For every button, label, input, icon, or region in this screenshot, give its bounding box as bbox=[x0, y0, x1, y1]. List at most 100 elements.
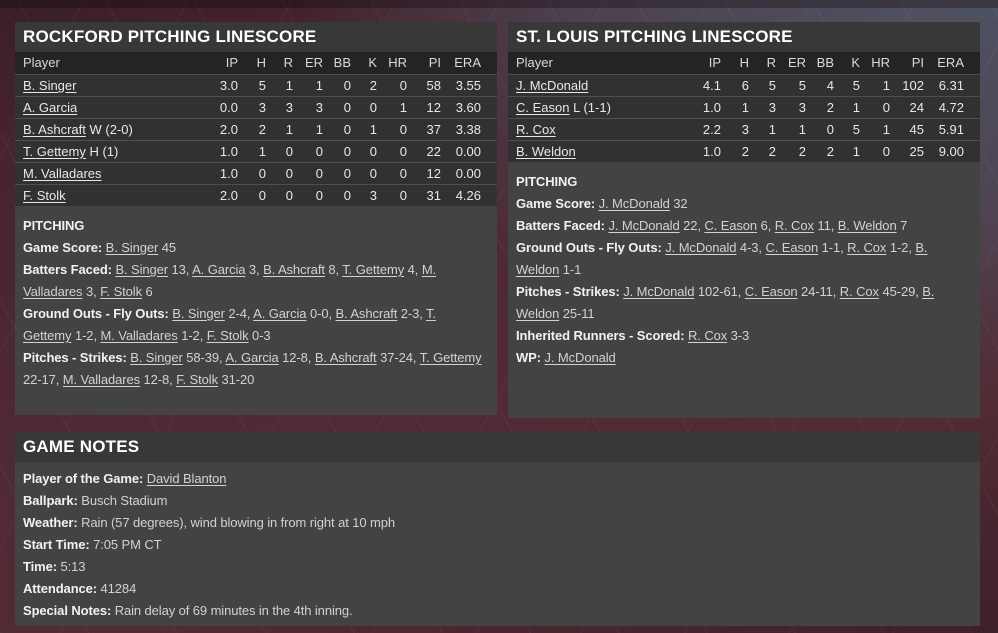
stat-hr: 1 bbox=[399, 100, 407, 115]
player-link[interactable]: T. Gettemy bbox=[23, 306, 436, 343]
player-cell: M. Valladares bbox=[23, 163, 200, 184]
stat-r: 1 bbox=[285, 122, 293, 137]
player-link[interactable]: R. Cox bbox=[516, 122, 556, 137]
player-link[interactable]: C. Eason bbox=[765, 240, 819, 255]
player-link[interactable]: B. Ashcraft bbox=[314, 350, 377, 365]
player-link[interactable]: F. Stolk bbox=[100, 284, 142, 299]
stat-label: Game Score: bbox=[516, 196, 596, 211]
stat-er: 3 bbox=[315, 100, 323, 115]
player-link[interactable]: A. Garcia bbox=[225, 350, 279, 365]
stat-bb: 0 bbox=[343, 188, 351, 203]
stat-label: Attendance: bbox=[23, 581, 98, 596]
player-link[interactable]: M. Valladares bbox=[23, 166, 102, 181]
stat-er: 3 bbox=[798, 100, 806, 115]
stat-ip: 1.0 bbox=[702, 144, 721, 159]
stat-hr: 0 bbox=[399, 166, 407, 181]
stat-text: 102-61, bbox=[694, 284, 745, 299]
player-link[interactable]: B. Weldon bbox=[516, 144, 576, 159]
player-link[interactable]: C. Eason bbox=[516, 100, 570, 115]
player-link[interactable]: B. Ashcraft bbox=[263, 262, 325, 277]
stat-era: 5.91 bbox=[938, 122, 964, 137]
note-line: Player of the Game: David Blanton bbox=[23, 468, 966, 490]
stat-text: 6 bbox=[141, 284, 153, 299]
column-header-era: ERA bbox=[937, 55, 964, 70]
column-header-bb: BB bbox=[816, 55, 834, 70]
player-link[interactable]: F. Stolk bbox=[176, 372, 218, 387]
table-row: B. Weldon 1.0 2 2 2 2 1 0 25 9.00 bbox=[508, 140, 980, 162]
player-link[interactable]: J. McDonald bbox=[598, 196, 670, 211]
player-link[interactable]: T. Gettemy bbox=[419, 350, 482, 365]
table-row: B. Ashcraft W (2-0) 2.0 2 1 1 0 1 0 37 3.38 bbox=[15, 118, 497, 140]
player-link[interactable]: B. Weldon bbox=[837, 218, 897, 233]
stat-k: 1 bbox=[852, 144, 860, 159]
stat-line: Ground Outs - Fly Outs: B. Singer 2-4, A… bbox=[23, 303, 483, 347]
stat-h: 2 bbox=[741, 144, 749, 159]
stat-hr: 0 bbox=[399, 122, 407, 137]
stat-text: Busch Stadium bbox=[81, 493, 168, 508]
player-link[interactable]: J. McDonald bbox=[516, 78, 589, 93]
player-link[interactable]: F. Stolk bbox=[206, 328, 249, 343]
player-link[interactable]: A. Garcia bbox=[253, 306, 307, 321]
table-row: R. Cox 2.2 3 1 1 0 5 1 45 5.91 bbox=[508, 118, 980, 140]
note-line: Start Time: 7:05 PM CT bbox=[23, 534, 966, 556]
stat-label: Ground Outs - Fly Outs: bbox=[23, 306, 169, 321]
pitcher-decoration: H (1) bbox=[85, 144, 119, 159]
player-link[interactable]: B. Singer bbox=[105, 240, 159, 255]
player-link[interactable]: J. McDonald bbox=[608, 218, 680, 233]
player-link[interactable]: R. Cox bbox=[839, 284, 879, 299]
player-link[interactable]: B. Singer bbox=[23, 78, 77, 93]
column-header-ip: IP bbox=[225, 55, 238, 70]
column-header-era: ERA bbox=[454, 55, 481, 70]
stat-pi: 31 bbox=[426, 188, 441, 203]
stat-text: 3, bbox=[82, 284, 101, 299]
stat-label: Game Score: bbox=[23, 240, 103, 255]
player-link[interactable]: B. Weldon bbox=[516, 284, 935, 321]
player-link[interactable]: B. Ashcraft bbox=[23, 122, 86, 137]
player-link[interactable]: David Blanton bbox=[146, 471, 227, 486]
stat-era: 4.26 bbox=[455, 188, 481, 203]
column-header-pi: PI bbox=[911, 55, 924, 70]
player-cell: A. Garcia bbox=[23, 97, 200, 118]
player-link[interactable]: M. Valladares bbox=[23, 262, 437, 299]
player-link[interactable]: M. Valladares bbox=[62, 372, 140, 387]
player-link[interactable]: T. Gettemy bbox=[342, 262, 405, 277]
stat-label: Pitches - Strikes: bbox=[23, 350, 127, 365]
player-link[interactable]: B. Singer bbox=[115, 262, 169, 277]
player-link[interactable]: B. Singer bbox=[172, 306, 225, 321]
player-link[interactable]: J. McDonald bbox=[623, 284, 695, 299]
player-link[interactable]: T. Gettemy bbox=[23, 144, 86, 159]
player-link[interactable]: A. Garcia bbox=[192, 262, 246, 277]
player-link[interactable]: J. McDonald bbox=[665, 240, 737, 255]
player-link[interactable]: A. Garcia bbox=[23, 100, 78, 115]
stat-r: 1 bbox=[285, 78, 293, 93]
stat-text: 24-11, bbox=[797, 284, 840, 299]
player-cell: B. Ashcraft W (2-0) bbox=[23, 119, 200, 140]
stat-text: 45-29, bbox=[878, 284, 923, 299]
table-header-row: Player IP H R ER BB K HR PI ERA bbox=[508, 52, 980, 74]
stat-label: Pitches - Strikes: bbox=[516, 284, 620, 299]
note-line: Attendance: 41284 bbox=[23, 578, 966, 600]
player-link[interactable]: R. Cox bbox=[847, 240, 887, 255]
player-link[interactable]: C. Eason bbox=[744, 284, 798, 299]
player-link[interactable]: M. Valladares bbox=[100, 328, 178, 343]
stat-h: 3 bbox=[258, 100, 266, 115]
player-link[interactable]: R. Cox bbox=[774, 218, 814, 233]
column-header-h: H bbox=[256, 55, 266, 70]
stat-hr: 1 bbox=[882, 122, 890, 137]
column-header-er: ER bbox=[304, 55, 323, 70]
player-link[interactable]: J. McDonald bbox=[544, 350, 616, 365]
stat-era: 0.00 bbox=[455, 144, 481, 159]
player-link[interactable]: B. Singer bbox=[130, 350, 183, 365]
table-row: F. Stolk 2.0 0 0 0 0 3 0 31 4.26 bbox=[15, 184, 497, 206]
stat-bb: 0 bbox=[343, 144, 351, 159]
player-link[interactable]: B. Weldon bbox=[516, 240, 928, 277]
stat-text: Rain (57 degrees), wind blowing in from … bbox=[81, 515, 395, 530]
table-row: A. Garcia 0.0 3 3 3 0 0 1 12 3.60 bbox=[15, 96, 497, 118]
stat-k: 5 bbox=[852, 122, 860, 137]
player-link[interactable]: F. Stolk bbox=[23, 188, 66, 203]
stat-text: 0-3 bbox=[248, 328, 271, 343]
player-link[interactable]: R. Cox bbox=[688, 328, 728, 343]
stat-label: Ground Outs - Fly Outs: bbox=[516, 240, 662, 255]
player-link[interactable]: B. Ashcraft bbox=[335, 306, 398, 321]
player-link[interactable]: C. Eason bbox=[704, 218, 758, 233]
